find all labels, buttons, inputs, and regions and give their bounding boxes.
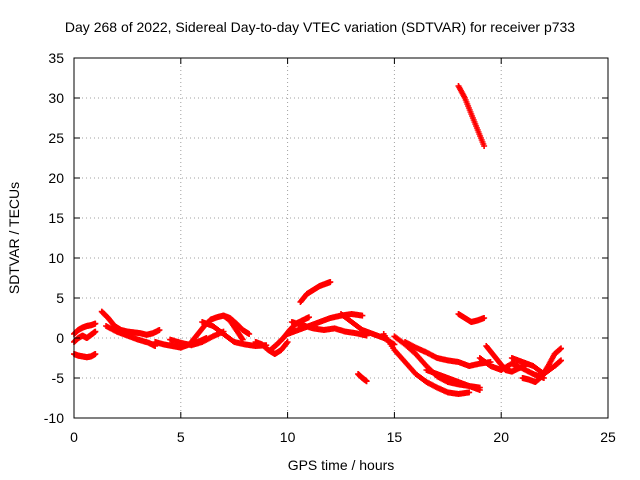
data-point bbox=[481, 143, 488, 149]
y-tick-label: 35 bbox=[48, 50, 64, 66]
data-point bbox=[156, 327, 163, 333]
data-point bbox=[558, 345, 565, 352]
data-point bbox=[92, 328, 99, 335]
series-seg10 bbox=[220, 312, 253, 337]
y-tick-label: 15 bbox=[48, 210, 64, 226]
data-point bbox=[363, 378, 370, 385]
x-tick-label: 0 bbox=[70, 429, 78, 445]
y-tick-label: 25 bbox=[48, 130, 64, 146]
data-point bbox=[305, 314, 312, 321]
data-point bbox=[466, 389, 473, 396]
series-seg25 bbox=[483, 343, 528, 375]
x-tick-label: 15 bbox=[387, 429, 403, 445]
data-point bbox=[246, 331, 253, 337]
data-point bbox=[481, 315, 488, 321]
y-tick-label: 30 bbox=[48, 90, 64, 106]
series-seg5 bbox=[103, 323, 159, 349]
series-seg18 bbox=[380, 331, 473, 397]
series-seg27 bbox=[519, 345, 565, 385]
x-axis-ticks: 0 5 10 15 20 25 bbox=[70, 58, 616, 445]
x-axis-label: GPS time / hours bbox=[287, 457, 395, 473]
y-tick-label: 10 bbox=[48, 250, 64, 266]
series-seg15 bbox=[297, 279, 334, 305]
chart-title: Day 268 of 2022, Sidereal Day-to-day VTE… bbox=[64, 19, 576, 35]
x-tick-label: 5 bbox=[177, 429, 185, 445]
data-point bbox=[476, 387, 483, 393]
y-tick-label: 0 bbox=[56, 330, 64, 346]
series-seg21 bbox=[423, 367, 483, 393]
data-points bbox=[71, 83, 565, 397]
data-point bbox=[327, 279, 334, 285]
y-tick-label: -10 bbox=[44, 410, 64, 426]
x-tick-label: 10 bbox=[280, 429, 296, 445]
y-tick-label: 20 bbox=[48, 170, 64, 186]
y-axis-ticks: -10 -5 0 5 10 15 20 25 30 35 bbox=[44, 50, 608, 426]
series-seg17 bbox=[355, 371, 370, 385]
series-seg4 bbox=[98, 308, 163, 338]
y-axis-label: SDTVAR / TECUs bbox=[6, 181, 22, 295]
x-tick-label: 25 bbox=[600, 429, 616, 445]
series-seg23 bbox=[455, 83, 488, 149]
y-tick-label: 5 bbox=[56, 290, 64, 306]
y-tick-label: -5 bbox=[52, 370, 65, 386]
data-point bbox=[92, 320, 99, 327]
data-point bbox=[283, 340, 290, 346]
data-point bbox=[284, 339, 291, 345]
series-seg2 bbox=[71, 328, 99, 345]
series-seg22 bbox=[455, 311, 488, 325]
data-point bbox=[92, 351, 99, 357]
x-tick-label: 20 bbox=[493, 429, 509, 445]
data-point bbox=[359, 312, 366, 319]
series-seg3 bbox=[71, 351, 99, 361]
data-point bbox=[558, 357, 565, 364]
grid-lines bbox=[74, 58, 608, 418]
plot-frame bbox=[73, 57, 609, 419]
